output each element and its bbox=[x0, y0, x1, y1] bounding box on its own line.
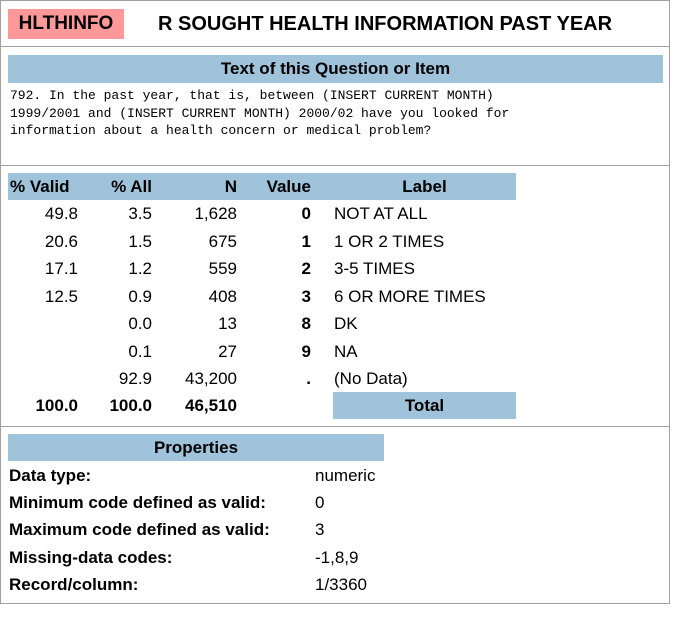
cell-all: 1.2 bbox=[128, 259, 152, 278]
property-value: numeric bbox=[315, 466, 376, 485]
property-label: Minimum code defined as valid: bbox=[9, 493, 266, 512]
divider bbox=[0, 165, 670, 166]
cell-label: 6 OR MORE TIMES bbox=[334, 287, 486, 306]
col-header-n: N bbox=[224, 177, 237, 196]
frequency-table-header bbox=[8, 173, 516, 200]
cell-all: 1.5 bbox=[128, 232, 152, 251]
divider bbox=[0, 426, 670, 427]
col-header-value: Value bbox=[266, 177, 311, 196]
cell-valid: 12.5 bbox=[44, 287, 78, 306]
cell-value: 1 bbox=[301, 232, 311, 251]
cell-n: 408 bbox=[208, 287, 237, 306]
property-label: Missing-data codes: bbox=[9, 548, 173, 567]
question-text: 792. In the past year, that is, between … bbox=[10, 88, 510, 138]
cell-valid bbox=[10, 338, 78, 365]
cell-n: 1,628 bbox=[194, 204, 237, 223]
total-label: Total bbox=[333, 392, 516, 419]
property-value: 0 bbox=[315, 493, 325, 512]
col-header-all: % All bbox=[111, 177, 152, 196]
cell-all: 0.1 bbox=[128, 342, 152, 361]
property-value: 1/3360 bbox=[315, 575, 367, 594]
cell-all: 0.0 bbox=[128, 314, 152, 333]
cell-label: 3-5 TIMES bbox=[334, 259, 415, 278]
cell-valid: 17.1 bbox=[44, 259, 78, 278]
property-label: Record/column: bbox=[9, 575, 139, 594]
total-all: 100.0 bbox=[109, 396, 152, 415]
variable-title: R SOUGHT HEALTH INFORMATION PAST YEAR bbox=[158, 13, 613, 35]
property-value: 3 bbox=[315, 520, 325, 539]
properties-section-header: Properties bbox=[8, 434, 384, 461]
cell-label: DK bbox=[334, 314, 358, 333]
cell-n: 43,200 bbox=[185, 369, 237, 388]
cell-value: 3 bbox=[301, 287, 311, 306]
cell-label: (No Data) bbox=[334, 369, 408, 388]
cell-value: 8 bbox=[301, 314, 311, 333]
cell-n: 675 bbox=[208, 232, 237, 251]
cell-value: . bbox=[306, 369, 311, 388]
cell-label: NA bbox=[334, 342, 358, 361]
cell-all: 92.9 bbox=[118, 369, 152, 388]
property-value: -1,8,9 bbox=[315, 548, 359, 567]
codebook-frame bbox=[0, 0, 670, 604]
cell-value: 2 bbox=[301, 259, 311, 278]
divider bbox=[0, 46, 670, 47]
cell-valid bbox=[10, 365, 78, 392]
total-valid: 100.0 bbox=[35, 396, 78, 415]
cell-all: 3.5 bbox=[128, 204, 152, 223]
cell-label: NOT AT ALL bbox=[334, 204, 428, 223]
variable-name-badge: HLTHINFO bbox=[8, 9, 124, 39]
cell-value: 0 bbox=[301, 204, 311, 223]
property-label: Maximum code defined as valid: bbox=[9, 520, 270, 539]
total-n: 46,510 bbox=[185, 396, 237, 415]
cell-value: 9 bbox=[301, 342, 311, 361]
cell-label: 1 OR 2 TIMES bbox=[334, 232, 445, 251]
question-section-header: Text of this Question or Item bbox=[8, 55, 663, 83]
col-header-valid: % Valid bbox=[10, 177, 70, 196]
cell-valid: 20.6 bbox=[44, 232, 78, 251]
cell-valid: 49.8 bbox=[44, 204, 78, 223]
cell-n: 27 bbox=[218, 342, 237, 361]
cell-n: 559 bbox=[208, 259, 237, 278]
cell-all: 0.9 bbox=[128, 287, 152, 306]
col-header-label: Label bbox=[402, 177, 447, 196]
cell-valid bbox=[10, 310, 78, 337]
cell-n: 13 bbox=[218, 314, 237, 333]
property-label: Data type: bbox=[9, 466, 92, 485]
